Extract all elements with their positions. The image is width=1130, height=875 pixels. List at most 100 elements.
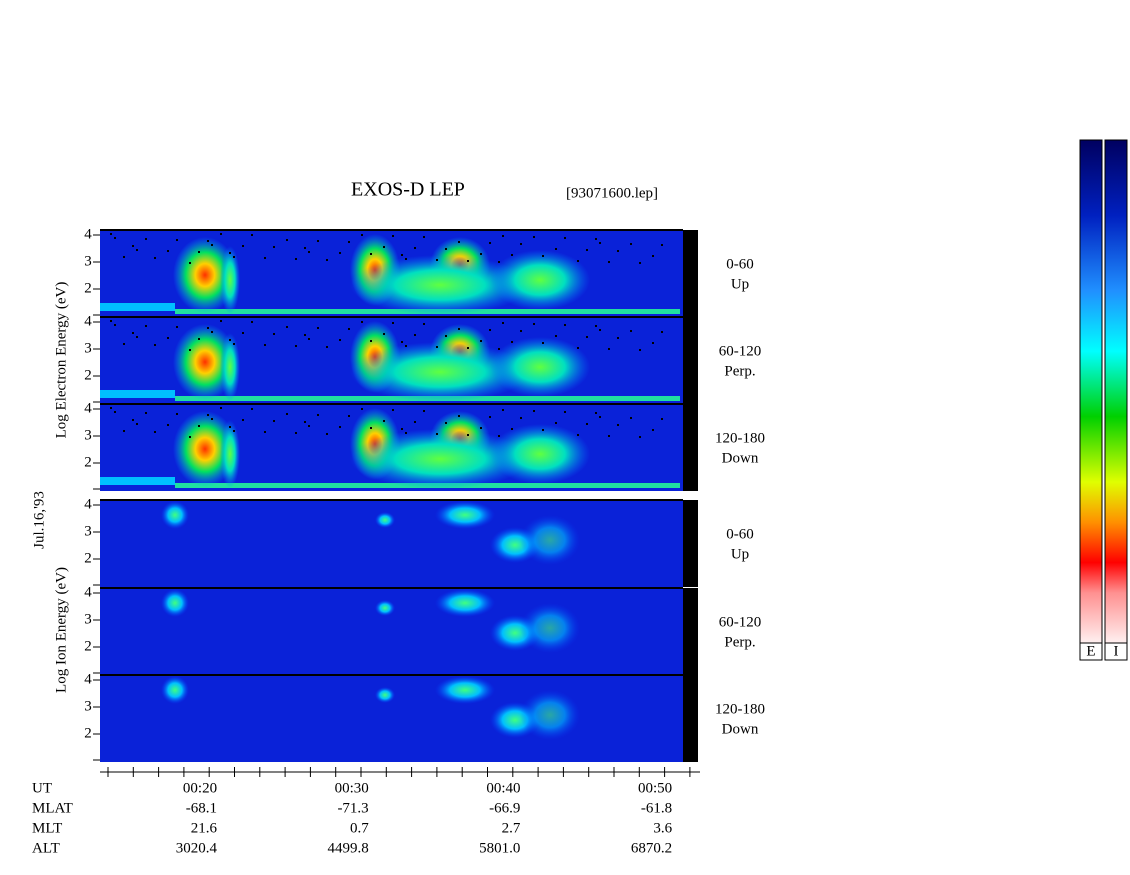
speck xyxy=(348,415,350,417)
flux xyxy=(490,424,590,484)
ephemeris-value: 4499.8 xyxy=(327,840,368,856)
flux xyxy=(490,337,590,397)
speck xyxy=(595,238,597,240)
speck xyxy=(264,431,266,433)
speck xyxy=(502,235,504,237)
low-band xyxy=(100,477,175,485)
speck xyxy=(599,329,601,331)
speck xyxy=(304,334,306,336)
spectrogram-panel: 2 3 4 120-180 Down xyxy=(84,400,765,491)
flux xyxy=(435,589,495,617)
speck xyxy=(401,341,403,343)
speck xyxy=(317,327,319,329)
title: EXOS-D LEP xyxy=(351,179,465,201)
y-tick-label: 3 xyxy=(84,698,92,714)
speck xyxy=(370,340,372,342)
speck xyxy=(467,347,469,349)
speck xyxy=(339,252,341,254)
speck xyxy=(189,436,191,438)
speck xyxy=(308,251,310,253)
speck xyxy=(317,414,319,416)
y-tick-label: 4 xyxy=(84,313,92,329)
speck xyxy=(304,421,306,423)
speck xyxy=(348,328,350,330)
ut-label: 00:30 xyxy=(335,780,369,796)
speck xyxy=(564,324,566,326)
ephemeris-value: 0.7 xyxy=(350,820,369,836)
direction: Down xyxy=(722,721,759,737)
speck xyxy=(533,323,535,325)
speck xyxy=(383,246,385,248)
no-data-strip xyxy=(683,675,698,762)
speck xyxy=(286,413,288,415)
ephemeris-value: 3.6 xyxy=(653,820,672,836)
flux xyxy=(220,420,240,488)
speck xyxy=(211,244,213,246)
flux xyxy=(350,342,530,402)
speck xyxy=(189,262,191,264)
speck xyxy=(661,418,663,420)
speck xyxy=(405,432,407,434)
speck xyxy=(251,321,253,323)
speck xyxy=(207,327,209,329)
y-tick-label: 2 xyxy=(84,725,92,741)
electron-axis-label: Log Electron Energy (eV) xyxy=(53,282,69,439)
pitch-angle: 60-120 xyxy=(719,614,762,630)
ephemeris-value: 2.7 xyxy=(502,820,521,836)
speck xyxy=(273,420,275,422)
date-label: Jul.16,'93 xyxy=(31,491,47,549)
spectrogram-panel: 2 3 4 0-60 Up xyxy=(84,496,754,587)
speck xyxy=(295,345,297,347)
flux xyxy=(490,250,590,310)
speck xyxy=(436,346,438,348)
colorbar-label-box xyxy=(1079,642,1103,661)
speck xyxy=(405,258,407,260)
y-tick-label: 4 xyxy=(84,584,92,600)
direction: Down xyxy=(722,450,759,466)
spectrogram-panel: 2 3 4 60-120 Perp. xyxy=(84,584,761,675)
speck xyxy=(467,434,469,436)
speck xyxy=(436,259,438,261)
speck xyxy=(467,260,469,262)
row-label: MLT xyxy=(32,820,62,836)
speck xyxy=(542,342,544,344)
speck xyxy=(520,243,522,245)
low-band xyxy=(100,303,175,311)
colorbar xyxy=(1104,139,1128,644)
speck xyxy=(198,338,200,340)
spectrogram-panel: 2 3 4 60-120 Perp. xyxy=(84,313,761,404)
y-tick-label: 2 xyxy=(84,367,92,383)
flux xyxy=(161,501,189,529)
ephemeris-value: -61.8 xyxy=(641,800,672,816)
speck xyxy=(661,244,663,246)
pitch-angle: 120-180 xyxy=(715,701,765,717)
speck xyxy=(110,320,112,322)
speck xyxy=(414,334,416,336)
speck xyxy=(136,249,138,251)
speck xyxy=(361,408,363,410)
speck xyxy=(414,421,416,423)
ephemeris: UT 00:20 00:30 00:40 00:50 MLAT -68.1 -71.3 -66.… xyxy=(32,780,673,856)
speck xyxy=(586,249,588,251)
flux xyxy=(350,429,530,489)
speck xyxy=(361,321,363,323)
speck xyxy=(608,435,610,437)
ut-label: 00:50 xyxy=(638,780,672,796)
speck xyxy=(555,335,557,337)
speck xyxy=(229,426,231,428)
ephemeris-value: -71.3 xyxy=(337,800,368,816)
speck xyxy=(145,325,147,327)
speck xyxy=(189,349,191,351)
pitch-angle: 60-120 xyxy=(719,343,762,359)
pitch-angle: 0-60 xyxy=(726,526,754,542)
speck xyxy=(520,417,522,419)
flux xyxy=(161,589,189,617)
colorbar-label: E xyxy=(1086,643,1095,659)
speck xyxy=(401,428,403,430)
speck xyxy=(489,416,491,418)
speck xyxy=(123,430,125,432)
row-label: UT xyxy=(32,780,52,796)
speck xyxy=(145,412,147,414)
